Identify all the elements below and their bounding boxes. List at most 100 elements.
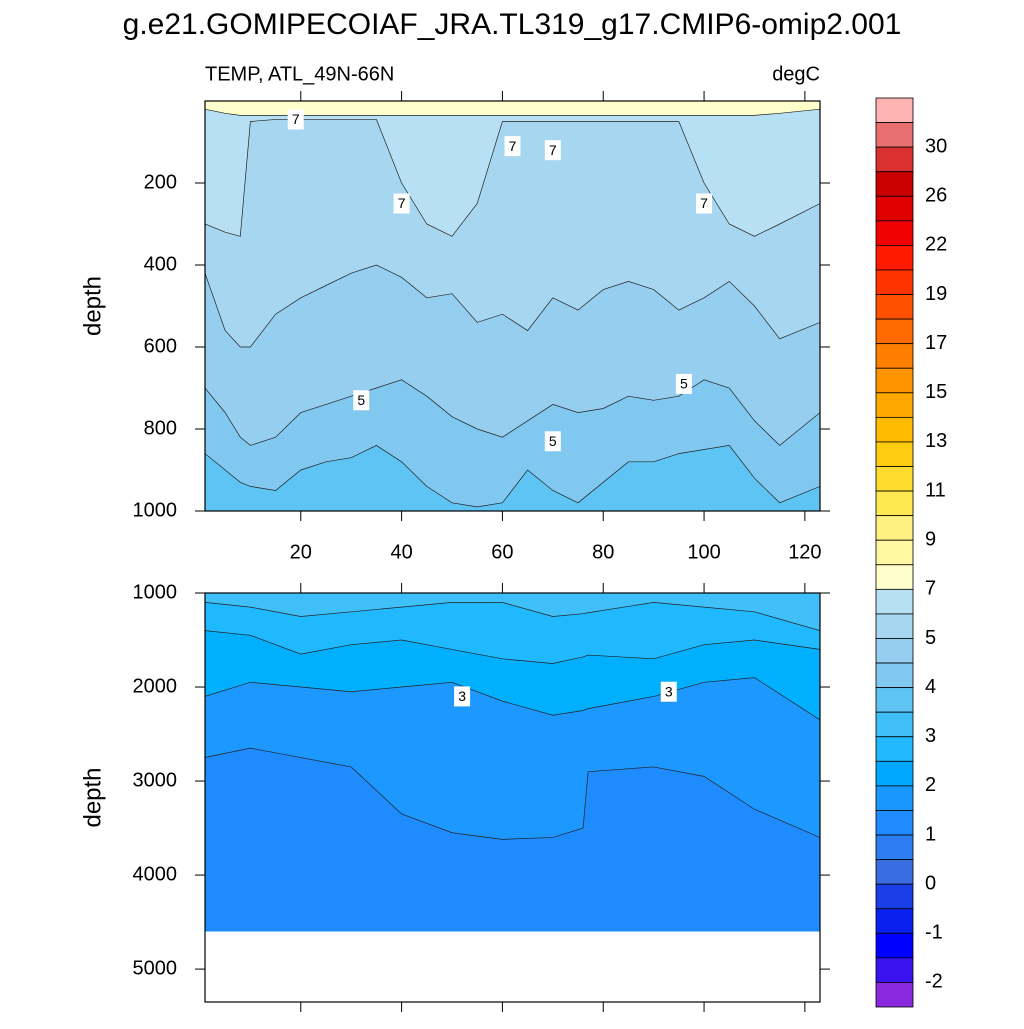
chart-title: g.e21.GOMIPECOIAF_JRA.TL319_g17.CMIP6-om… bbox=[123, 8, 902, 41]
x-tick-label: 80 bbox=[592, 541, 614, 563]
colorbar-label: 9 bbox=[925, 528, 936, 550]
y-tick-label: 2000 bbox=[133, 675, 178, 697]
contour-line bbox=[205, 747, 820, 840]
colorbar-label: 13 bbox=[925, 430, 947, 452]
contour-line bbox=[205, 630, 820, 664]
contour-label: 7 bbox=[549, 142, 557, 158]
y-axis-label: depth bbox=[79, 276, 106, 336]
contour-label-box bbox=[393, 193, 410, 214]
contour-label: 7 bbox=[398, 195, 406, 211]
contour-line bbox=[205, 264, 820, 348]
contour-label-box bbox=[544, 140, 561, 161]
colorbar-box bbox=[875, 588, 914, 615]
contour-label-box bbox=[287, 109, 304, 130]
y-tick-label: 600 bbox=[144, 335, 177, 357]
colorbar-box bbox=[875, 785, 914, 811]
colorbar-box bbox=[875, 220, 914, 246]
y-tick-label: 1000 bbox=[133, 581, 178, 603]
colorbar-label: 1 bbox=[925, 823, 936, 845]
y-tick-label: 4000 bbox=[133, 863, 178, 885]
contour-line bbox=[205, 602, 820, 631]
colorbar-label: 26 bbox=[925, 185, 947, 207]
contour-line bbox=[205, 677, 820, 721]
colorbar-label: 22 bbox=[925, 234, 947, 256]
colorbar-box bbox=[875, 932, 914, 959]
colorbar-box bbox=[875, 318, 914, 345]
x-tick-label: 60 bbox=[491, 541, 513, 563]
colorbar-box bbox=[875, 662, 914, 689]
colorbar-box bbox=[875, 490, 914, 517]
plot-frame bbox=[204, 592, 821, 1003]
contour-line bbox=[205, 119, 820, 237]
contour-label-box bbox=[544, 431, 561, 452]
colorbar-box bbox=[875, 392, 914, 418]
contour-label: 7 bbox=[700, 195, 708, 211]
contour-label-box bbox=[504, 136, 521, 157]
contour-label-box bbox=[675, 373, 692, 394]
contour-label: 5 bbox=[680, 376, 688, 392]
colorbar-box bbox=[875, 269, 914, 295]
colorbar-label: 5 bbox=[925, 627, 936, 649]
colorbar-box bbox=[875, 97, 914, 123]
colorbar-label: 3 bbox=[925, 725, 936, 747]
colorbar-box bbox=[875, 883, 914, 910]
colorbar-box bbox=[875, 515, 914, 541]
contour-label: 7 bbox=[509, 138, 517, 154]
contour-label: 7 bbox=[292, 111, 300, 127]
contour-label-box bbox=[696, 193, 713, 214]
colorbar-box bbox=[875, 687, 914, 713]
contour-line bbox=[205, 379, 820, 446]
colorbar-box bbox=[875, 564, 914, 590]
contour-line bbox=[205, 444, 820, 508]
colorbar-box bbox=[875, 859, 914, 885]
colorbar-box bbox=[875, 834, 914, 860]
x-tick-label: 100 bbox=[687, 541, 720, 563]
contour-label: 3 bbox=[458, 688, 466, 704]
colorbar-box bbox=[875, 736, 914, 762]
colorbar-label: -1 bbox=[925, 922, 943, 944]
colorbar-box bbox=[875, 343, 914, 369]
contour-label: 3 bbox=[665, 683, 673, 699]
colorbar-box bbox=[875, 367, 914, 394]
colorbar-box bbox=[875, 760, 914, 787]
colorbar-box bbox=[875, 441, 914, 467]
colorbar-box bbox=[875, 122, 914, 148]
colorbar-box bbox=[875, 294, 914, 320]
colorbar-box bbox=[875, 466, 914, 492]
colorbar-box bbox=[875, 195, 914, 222]
colorbar-label: 4 bbox=[925, 676, 936, 698]
colorbar-box bbox=[875, 908, 914, 934]
colorbar-box bbox=[875, 416, 914, 443]
plot-frame bbox=[204, 100, 821, 512]
plot-area: 7 7 7 7 7 5 5 5 bbox=[205, 101, 820, 511]
contour-label-box bbox=[660, 681, 677, 702]
colorbar-box bbox=[875, 539, 914, 566]
y-axis-label: depth bbox=[79, 767, 106, 827]
colorbar-box bbox=[875, 957, 914, 983]
contour-fill bbox=[205, 445, 820, 511]
colorbar-box bbox=[875, 638, 914, 664]
x-tick-label: 40 bbox=[390, 541, 412, 563]
colorbar-box bbox=[875, 245, 914, 271]
y-tick-label: 5000 bbox=[133, 957, 178, 979]
colorbar-label: 11 bbox=[925, 479, 946, 501]
contour-label-box bbox=[454, 686, 471, 707]
colorbar-label: 30 bbox=[925, 135, 947, 157]
colorbar-label: 15 bbox=[925, 381, 947, 403]
subtitle-left: TEMP, ATL_49N-66N bbox=[205, 63, 394, 85]
y-tick-label: 3000 bbox=[133, 769, 178, 791]
contour-label: 5 bbox=[357, 392, 365, 408]
contour-label: 5 bbox=[549, 433, 557, 449]
y-tick-label: 200 bbox=[144, 171, 177, 193]
colorbar-label: -2 bbox=[925, 971, 943, 993]
y-tick-label: 1000 bbox=[133, 499, 178, 521]
colorbar-label: 0 bbox=[925, 872, 936, 894]
contour-label-box bbox=[353, 390, 370, 411]
colorbar-label: 19 bbox=[925, 283, 947, 305]
colorbar-box bbox=[875, 711, 914, 738]
colorbar-box bbox=[875, 171, 914, 197]
x-tick-label: 120 bbox=[788, 541, 821, 563]
contour-fill bbox=[205, 748, 820, 932]
